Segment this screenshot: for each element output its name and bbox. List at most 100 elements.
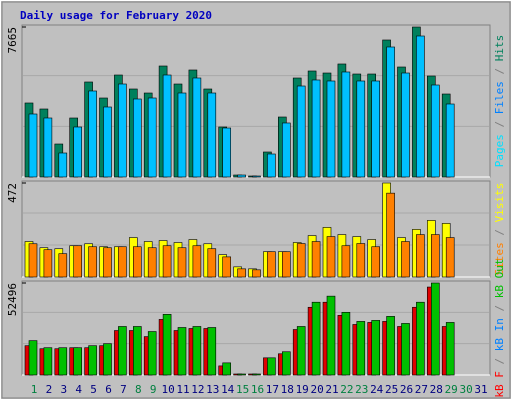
bar [326,295,336,376]
legend-entry: Sites [493,242,506,275]
bar [58,152,68,178]
bar [118,246,127,278]
x-tick-label: 23 [355,383,368,396]
bar [58,347,68,376]
legend-entry: Files [493,81,506,114]
legend-entry: Hits [493,35,506,62]
bar [326,80,336,178]
legend: Sites / Visits [493,183,506,276]
bar [43,249,53,278]
y-tick-label: 52496 [6,283,19,316]
bar [88,345,97,376]
bar [133,98,142,178]
x-tick-label: 3 [60,383,67,396]
bar [267,153,276,178]
bar [207,92,217,178]
bar [281,251,291,278]
bar [430,84,440,178]
bar [371,320,381,376]
bar [281,351,291,376]
chart-title: Daily usage for February 2020 [20,9,212,22]
legend-separator: / [493,298,506,318]
bar [58,253,68,278]
x-tick-label: 5 [90,383,97,396]
bar [192,245,202,278]
x-tick-label: 12 [191,383,204,396]
x-tick-label: 25 [385,383,398,396]
bar [401,72,410,178]
bar [73,126,82,178]
x-tick-label: 21 [325,383,338,396]
bar [222,127,231,178]
bar [416,35,425,178]
bar [28,243,38,278]
x-tick-label: 27 [415,383,428,396]
bar [147,331,157,376]
bar [118,326,127,376]
bar [207,327,217,376]
bar [222,256,231,278]
x-tick-label: 30 [459,383,472,396]
legend-entry: kB Out [493,258,506,298]
bar [177,92,187,178]
bar [341,245,351,278]
bar [103,343,112,376]
bar [207,248,217,278]
legend-separator: / [493,61,506,81]
bar [386,46,395,178]
bar [371,80,381,178]
x-tick-label: 10 [161,383,174,396]
bar [311,241,321,278]
bar [326,236,336,278]
x-tick-label: 9 [150,383,157,396]
x-tick-label: 29 [445,383,458,396]
bar [341,71,351,178]
bar [222,362,231,376]
bar [192,77,202,178]
x-tick-label: 11 [176,383,189,396]
bar [445,103,455,178]
x-tick-label: 14 [221,383,235,396]
bar [356,243,366,278]
x-tick-label: 31 [474,383,487,396]
bar [28,340,38,376]
bar [237,174,246,178]
bar [311,301,321,376]
legend-entry: kB F [493,371,506,398]
bar [445,322,455,376]
frame-edge [1,1,511,399]
bar [252,373,261,376]
x-tick-label: 19 [296,383,309,396]
bar [311,79,321,178]
x-tick-label: 24 [370,383,384,396]
x-tick-label: 16 [251,383,264,396]
bar [118,83,127,178]
x-tick-label: 4 [75,383,82,396]
x-tick-label: 26 [400,383,413,396]
y-tick-label: 7665 [6,27,19,54]
x-tick-label: 1 [31,383,38,396]
bar [401,323,410,376]
legend-separator: / [493,222,506,242]
bar [430,282,440,376]
bar [386,192,395,278]
bar [371,246,381,278]
bar [296,326,306,376]
bar [192,326,202,376]
bar [162,74,172,178]
bar [252,175,261,178]
x-tick-label: 18 [281,383,294,396]
bar [267,251,276,278]
legend-entry: Visits [493,183,506,223]
bar [416,234,425,278]
legend-separator: / [493,114,506,134]
bar [133,246,142,278]
bar [430,234,440,278]
bar [43,347,53,376]
bar [73,245,82,278]
bar [73,347,82,376]
x-tick-label: 2 [46,383,53,396]
bar [356,80,366,178]
bar [401,241,410,278]
bar [267,357,276,376]
